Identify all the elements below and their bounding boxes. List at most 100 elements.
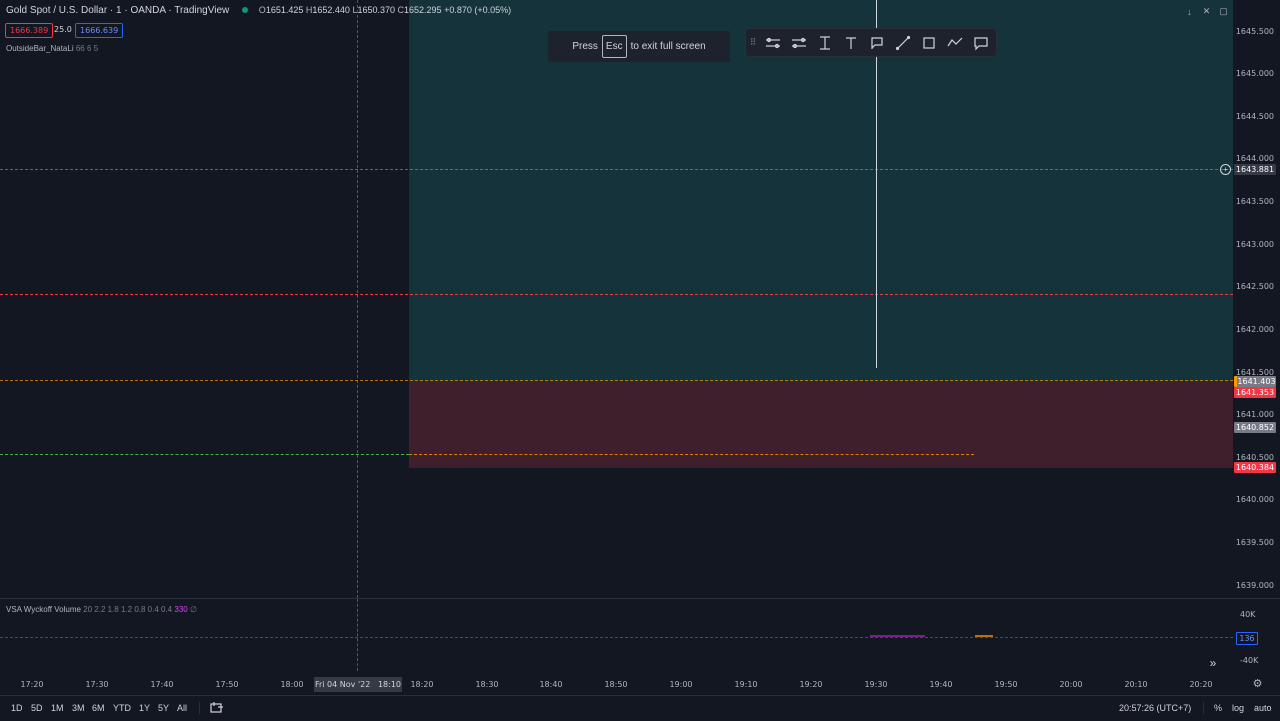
profit-zone[interactable] [409, 0, 1233, 381]
pane-separator[interactable] [0, 598, 1280, 599]
ask-badge[interactable]: 1666.639 [75, 23, 124, 38]
path-icon[interactable] [942, 29, 968, 56]
log-toggle[interactable]: log [1232, 703, 1245, 713]
ohlc-values: O1651.425 H1652.440 L1650.370 C1652.295 … [258, 5, 512, 15]
crosshair-plus-icon[interactable]: + [1220, 164, 1231, 175]
spread-value: 25.0 [54, 25, 72, 34]
range-5y[interactable]: 5Y [158, 703, 170, 713]
time-tick: 19:20 [799, 680, 823, 689]
grip-icon[interactable]: ⠿ [749, 37, 757, 47]
time-tick: 20:10 [1124, 680, 1148, 689]
price-tick: 1645.500 [1235, 27, 1274, 36]
chart-legend: Gold Spot / U.S. Dollar · 1 · OANDA · Tr… [6, 5, 511, 16]
clock-separator [1203, 702, 1204, 714]
orange-level-line[interactable] [0, 380, 1233, 381]
green-level-line[interactable] [0, 454, 409, 455]
crosshair-vertical-line [357, 599, 358, 671]
long-position-icon[interactable] [760, 29, 786, 56]
volume-pane[interactable] [0, 599, 1233, 671]
flag-note-icon[interactable] [864, 29, 890, 56]
price-tick: 1642.000 [1235, 325, 1274, 334]
red-bottom-price-label: 1640.384 [1234, 462, 1276, 473]
text-cursor-icon[interactable] [812, 29, 838, 56]
price-tick: 1639.000 [1235, 581, 1274, 590]
bid-badge[interactable]: 1666.389 [5, 23, 54, 38]
time-tick: 19:00 [669, 680, 693, 689]
short-position-icon[interactable] [786, 29, 812, 56]
main-chart[interactable]: + [0, 0, 1233, 598]
price-tick: 1645.000 [1235, 69, 1274, 78]
esc-key: Esc [601, 35, 627, 58]
symbol-title[interactable]: Gold Spot / U.S. Dollar · 1 · OANDA · Tr… [6, 5, 230, 16]
range-all[interactable]: All [177, 703, 188, 713]
time-tick: 17:50 [215, 680, 239, 689]
time-tick: 18:30 [475, 680, 499, 689]
range-6m[interactable]: 6M [92, 703, 105, 713]
red-top-price-label: 1641.353 [1234, 387, 1276, 398]
orange-short-line[interactable] [409, 454, 974, 455]
time-tick: 17:20 [20, 680, 44, 689]
range-5d[interactable]: 5D [31, 703, 43, 713]
volume-current-label: 136 [1236, 632, 1258, 645]
crosshair-time-label: Fri 04 Nov '22 18:10 [314, 677, 402, 692]
price-tick: 1643.000 [1235, 240, 1274, 249]
time-tick: 18:40 [539, 680, 563, 689]
time-tick: 20:00 [1059, 680, 1083, 689]
fullscreen-toast: Press Esc to exit full screen [548, 31, 730, 62]
scroll-to-realtime-icon[interactable]: » [1209, 656, 1217, 670]
volume-bar [870, 635, 925, 637]
arrow-down-icon[interactable]: ↓ [1187, 6, 1192, 17]
bottom-toolbar [0, 695, 1280, 721]
time-tick: 18:50 [604, 680, 628, 689]
rectangle-icon[interactable] [916, 29, 942, 56]
volume-tick-bottom: -40K [1240, 656, 1259, 665]
range-separator [199, 702, 200, 714]
text-tool-icon[interactable] [838, 29, 864, 56]
price-tick: 1641.500 [1235, 368, 1274, 377]
time-tick: 17:40 [150, 680, 174, 689]
time-tick: 19:30 [864, 680, 888, 689]
range-3m[interactable]: 3M [72, 703, 85, 713]
volume-baseline [0, 637, 1233, 638]
crosshair-price-label: 1643.881 [1234, 164, 1276, 175]
drawn-vertical-line[interactable] [876, 0, 877, 368]
price-tick: 1644.500 [1235, 112, 1274, 121]
market-status-icon [242, 7, 249, 14]
percent-toggle[interactable]: % [1214, 703, 1223, 713]
price-tick: 1642.500 [1235, 282, 1274, 291]
restore-icon[interactable]: ▢ [1219, 6, 1228, 16]
auto-toggle[interactable]: auto [1254, 703, 1272, 713]
collapse-icon[interactable]: ✕ [1202, 6, 1211, 16]
orange-price-label: 1641.403 [1234, 376, 1276, 387]
range-ytd[interactable]: YTD [113, 703, 131, 713]
price-tick: 1643.500 [1235, 197, 1274, 206]
price-tick: 1641.000 [1235, 410, 1274, 419]
date-range-icon[interactable] [210, 701, 224, 713]
time-tick: 19:50 [994, 680, 1018, 689]
drawing-toolbar: ⠿ [745, 28, 997, 57]
crosshair-horizontal-line [0, 169, 1233, 170]
price-tick: 1640.000 [1235, 495, 1274, 504]
volume-legend[interactable]: VSA Wyckoff Volume 20 2.2 1.8 1.2 0.8 0.… [6, 605, 197, 614]
time-tick: 19:40 [929, 680, 953, 689]
callout-icon[interactable] [968, 29, 994, 56]
time-tick: 20:20 [1189, 680, 1213, 689]
range-1d[interactable]: 1D [11, 703, 23, 713]
price-tick: 1644.000 [1235, 154, 1274, 163]
price-tick: 1639.500 [1235, 538, 1274, 547]
current-price-label: 1640.852 [1234, 422, 1276, 433]
settings-gear-icon[interactable]: ⚙ [1252, 678, 1263, 690]
time-tick: 18:00 [280, 680, 304, 689]
trend-line-icon[interactable] [890, 29, 916, 56]
time-tick: 19:10 [734, 680, 758, 689]
price-axis[interactable]: 1645.500 1645.000 1644.500 1644.000 1643… [1233, 0, 1280, 598]
red-level-line[interactable] [0, 294, 1233, 295]
range-1y[interactable]: 1Y [139, 703, 151, 713]
clock[interactable]: 20:57:26 (UTC+7) [1119, 703, 1192, 713]
indicator-legend[interactable]: OutsideBar_NataLi 66 6 5 [6, 44, 99, 53]
crosshair-vertical-line [357, 0, 358, 598]
loss-zone[interactable] [409, 381, 1233, 468]
range-1m[interactable]: 1M [51, 703, 64, 713]
price-tick: 1640.500 [1235, 453, 1274, 462]
time-tick: 17:30 [85, 680, 109, 689]
